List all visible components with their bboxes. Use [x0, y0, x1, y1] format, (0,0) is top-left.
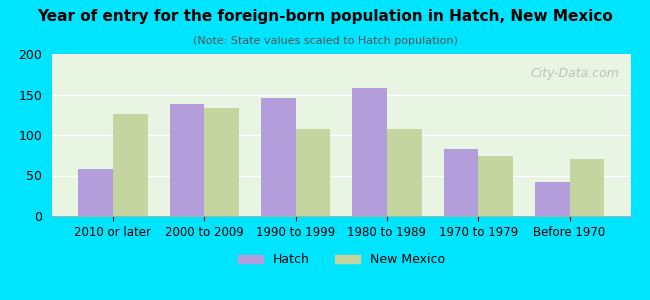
Text: (Note: State values scaled to Hatch population): (Note: State values scaled to Hatch popu… [192, 36, 458, 46]
Bar [113, 114, 148, 216]
Bar [261, 98, 296, 216]
Bar [204, 108, 239, 216]
Text: City-Data.com: City-Data.com [530, 67, 619, 80]
Bar [443, 149, 478, 216]
Bar [352, 88, 387, 216]
Bar [569, 159, 604, 216]
Bar [170, 104, 204, 216]
Legend: Hatch, New Mexico: Hatch, New Mexico [233, 248, 450, 271]
Text: Year of entry for the foreign-born population in Hatch, New Mexico: Year of entry for the foreign-born popul… [37, 9, 613, 24]
Bar [296, 128, 330, 216]
Bar [387, 128, 422, 216]
Bar [535, 182, 569, 216]
Bar [478, 156, 513, 216]
Bar [78, 169, 113, 216]
